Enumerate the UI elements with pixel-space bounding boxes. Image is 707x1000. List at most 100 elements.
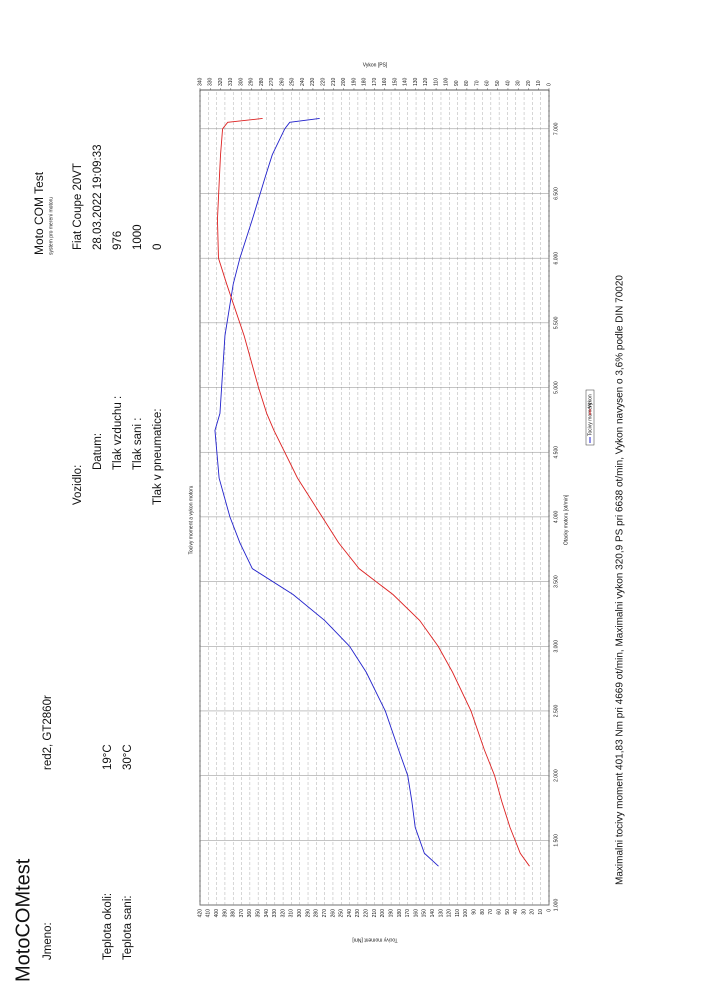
y2-tick-label: 130 — [413, 77, 419, 86]
x-tick-label: 1.500 — [553, 834, 559, 847]
x-tick-label: 5.500 — [553, 316, 559, 329]
ambient-value: 19°C — [102, 744, 114, 770]
y-tick-label: 280 — [314, 909, 320, 918]
y-tick-label: 30 — [521, 909, 527, 915]
name-value: red2, GT2860r — [42, 695, 54, 770]
intake-temp-value: 30°C — [122, 744, 134, 770]
y-tick-label: 250 — [339, 909, 345, 918]
footer: Maximalni tocivy moment 401,83 Nm pri 46… — [615, 275, 626, 885]
x-tick-label: 3.000 — [553, 640, 559, 653]
x-tick-label: 6.000 — [553, 252, 559, 265]
y2-tick-label: 220 — [321, 77, 327, 86]
legend-box — [585, 389, 595, 446]
y-tick-label: 170 — [405, 909, 411, 918]
y-tick-label: 330 — [272, 909, 278, 918]
x-tick-label: 1.000 — [553, 899, 559, 912]
y2-tick-label: 230 — [310, 77, 316, 86]
y-tick-label: 370 — [239, 909, 245, 918]
y-tick-label: 110 — [455, 909, 461, 917]
y2-tick-label: 0 — [546, 83, 552, 86]
x-tick-label: 7.000 — [553, 122, 559, 135]
y-tick-label: 410 — [206, 909, 212, 918]
brand: MotoCOMtest — [12, 858, 34, 982]
tire-pressure-value: 0 — [152, 244, 164, 250]
y-tick-label: 390 — [222, 909, 228, 918]
y2-tick-label: 90 — [454, 80, 460, 86]
air-pressure-label: Tlak vzduchu : — [112, 396, 124, 470]
y-tick-label: 210 — [372, 909, 378, 918]
intake-pressure-label: Tlak sani : — [132, 418, 144, 470]
y-tick-label: 160 — [413, 909, 419, 918]
y-tick-label: 0 — [546, 909, 552, 912]
y2-tick-label: 30 — [516, 80, 522, 86]
y2-tick-label: 150 — [392, 77, 398, 86]
vehicle-label: Vozidlo: — [72, 465, 84, 505]
y2-tick-label: 100 — [444, 77, 450, 86]
y2-tick-label: 60 — [485, 80, 491, 86]
y-tick-label: 180 — [397, 909, 403, 918]
y-tick-label: 420 — [197, 909, 203, 918]
y2-tick-label: 330 — [208, 77, 214, 86]
y2-tick-label: 40 — [505, 80, 511, 86]
y-tick-label: 40 — [513, 909, 519, 915]
y-tick-label: 20 — [530, 909, 536, 915]
y-tick-label: 230 — [355, 909, 361, 918]
y-tick-label: 80 — [480, 909, 486, 915]
y-tick-label: 70 — [488, 909, 494, 915]
y2-tick-label: 300 — [238, 77, 244, 86]
y-tick-label: 320 — [280, 909, 286, 918]
y-tick-label: 100 — [463, 909, 469, 918]
legend-label: Tocivy moment — [587, 402, 593, 436]
y2-tick-label: 310 — [228, 77, 234, 86]
y2-tick-label: 200 — [341, 77, 347, 86]
y-tick-label: 240 — [347, 909, 353, 918]
y-tick-label: 310 — [289, 909, 295, 918]
x-axis-title: Otacky motoru [ot/min] — [563, 494, 569, 545]
date-label: Datum: — [92, 433, 104, 470]
legend-label: Vykon — [587, 394, 593, 408]
y-tick-label: 200 — [380, 909, 386, 918]
y-tick-label: 190 — [388, 909, 394, 918]
y-tick-label: 380 — [231, 909, 237, 918]
x-tick-label: 3.500 — [553, 575, 559, 588]
series-line — [216, 118, 530, 867]
name-label: Jmeno: — [42, 922, 54, 960]
y-tick-label: 50 — [505, 909, 511, 915]
y2-tick-label: 160 — [382, 77, 388, 86]
y-tick-label: 220 — [364, 909, 370, 918]
y-tick-label: 360 — [247, 909, 253, 918]
product: Moto COM Test — [32, 171, 46, 255]
air-pressure-value: 976 — [112, 231, 124, 250]
y-tick-label: 10 — [538, 909, 544, 915]
y-tick-label: 290 — [305, 909, 311, 918]
y2-tick-label: 270 — [269, 77, 275, 86]
y2-tick-label: 250 — [290, 77, 296, 86]
y2-tick-label: 280 — [259, 77, 265, 86]
y-axis-title: Tocivy moment [Nm] — [352, 937, 398, 943]
y2-tick-label: 240 — [300, 77, 306, 86]
x-tick-label: 4.500 — [553, 446, 559, 459]
y2-tick-label: 50 — [495, 80, 501, 86]
y-tick-label: 340 — [264, 909, 270, 918]
y2-tick-label: 110 — [433, 78, 439, 86]
product-subtitle: system pro mereni motoru — [48, 197, 54, 255]
y2-tick-label: 120 — [423, 77, 429, 86]
y2-tick-label: 170 — [372, 77, 378, 86]
y2-tick-label: 320 — [218, 77, 224, 86]
y-tick-label: 140 — [430, 909, 436, 918]
y-tick-label: 260 — [330, 909, 336, 918]
y2-tick-label: 340 — [197, 77, 203, 86]
y-tick-label: 300 — [297, 909, 303, 918]
y-tick-label: 270 — [322, 909, 328, 918]
intake-pressure-value: 1000 — [132, 224, 144, 250]
y2-tick-label: 20 — [526, 80, 532, 86]
y2-tick-label: 80 — [464, 80, 470, 86]
y-tick-label: 150 — [422, 909, 428, 918]
y2-tick-label: 210 — [331, 77, 337, 86]
vehicle-value: Fiat Coupe 20VT — [72, 163, 84, 250]
y2-tick-label: 70 — [474, 80, 480, 86]
y2-tick-label: 180 — [362, 77, 368, 86]
intake-temp-label: Teplota sani: — [122, 895, 134, 960]
